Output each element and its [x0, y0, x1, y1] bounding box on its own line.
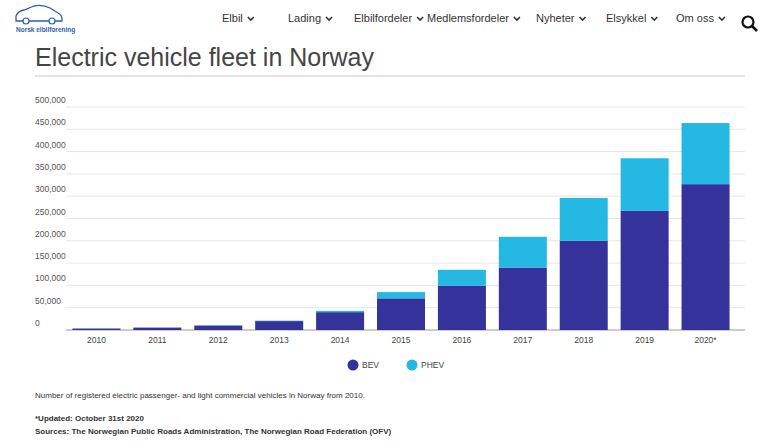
nav-item[interactable]: Medlemsfordeler	[427, 12, 509, 24]
y-axis-line	[66, 107, 67, 330]
bar-segment	[133, 328, 181, 330]
logo-icon	[16, 5, 62, 21]
bar-segment	[316, 312, 364, 330]
note: Number of registered electric passenger-…	[35, 391, 365, 400]
chart-title: Electric vehicle fleet in Norway	[35, 43, 375, 71]
x-tick-label: 2014	[331, 335, 350, 345]
bar-segment	[377, 298, 425, 330]
bar-segment	[560, 198, 608, 241]
nav-chevron	[326, 17, 332, 20]
notes: Number of registered electric passenger-…	[35, 391, 392, 436]
nav-chevron	[651, 17, 657, 20]
search-icon-handle	[752, 26, 757, 31]
nav-item[interactable]: Elsykkel	[606, 12, 646, 24]
bar-segment	[560, 241, 608, 330]
bar-segment	[682, 184, 730, 330]
bar-segment	[438, 270, 486, 286]
note: Sources: The Norwegian Public Roads Admi…	[35, 427, 392, 436]
legend-swatch	[348, 360, 359, 371]
logo-text: Norsk elbilforening	[16, 26, 75, 34]
logo-wheel	[49, 18, 55, 24]
bar-segment	[682, 123, 730, 184]
bar-segment	[621, 158, 669, 211]
bar-segment	[194, 326, 242, 330]
y-tick-label: 0	[35, 318, 40, 328]
x-tick-label: 2010	[87, 335, 106, 345]
nav-chevron	[580, 17, 586, 20]
x-tick-label: 2013	[270, 335, 289, 345]
header: Norsk elbilforening Elbil Lading Elbilforde…	[16, 5, 757, 34]
y-tick-label: 50,000	[35, 296, 61, 306]
nav-item[interactable]: Om oss	[676, 12, 714, 24]
y-tick-label: 450,000	[35, 117, 66, 127]
logo-wheel	[23, 18, 29, 24]
x-tick-label: 2018	[574, 335, 593, 345]
bar-segment	[316, 311, 364, 312]
legend: BEV PHEV	[348, 360, 445, 371]
bar-segment	[72, 328, 120, 329]
bars	[72, 123, 729, 330]
x-axis: 2010 2011 2012 2013 2014 2015 2016 2017 2018 2019…	[87, 335, 717, 345]
y-tick-label: 400,000	[35, 140, 66, 150]
legend-label: BEV	[362, 360, 379, 370]
x-tick-label: 2017	[513, 335, 532, 345]
bar-segment	[255, 321, 303, 330]
bar-segment	[499, 268, 547, 330]
y-tick-label: 350,000	[35, 162, 66, 172]
nav-item[interactable]: Lading	[288, 12, 321, 24]
nav-chevron	[248, 17, 254, 20]
bar-segment	[438, 286, 486, 330]
x-tick-label: 2011	[148, 335, 167, 345]
bar-segment	[133, 327, 181, 328]
grid-line	[66, 107, 745, 108]
x-tick-label: 2019	[635, 335, 654, 345]
nav-chevron	[719, 17, 725, 20]
title-rule	[35, 75, 745, 77]
y-tick-label: 200,000	[35, 229, 66, 239]
bar-segment	[72, 329, 120, 330]
y-tick-label: 100,000	[35, 273, 66, 283]
x-tick-label: 2012	[209, 335, 228, 345]
y-axis: 0 50,000 100,000 150,000 200,000 250,000 300,0…	[35, 95, 745, 330]
y-tick-label: 150,000	[35, 251, 66, 261]
y-tick-label: 500,000	[35, 95, 66, 105]
note: *Updated: October 31st 2020	[35, 414, 144, 423]
bar-segment	[621, 211, 669, 330]
nav-item[interactable]: Nyheter	[536, 12, 575, 24]
x-tick-label: 2016	[452, 335, 471, 345]
x-tick-label: 2020*	[694, 335, 717, 345]
y-tick-label: 300,000	[35, 184, 66, 194]
nav-item[interactable]: Elbil	[222, 12, 243, 24]
nav-item[interactable]: Elbilfordeler	[354, 12, 412, 24]
grid-line	[66, 129, 745, 130]
nav-chevron	[417, 17, 423, 20]
page: Norsk elbilforening Elbil Lading Elbilforde…	[0, 0, 768, 448]
legend-label: PHEV	[421, 360, 444, 370]
search-icon[interactable]	[743, 17, 754, 28]
bar-segment	[499, 237, 547, 268]
bar-segment	[377, 292, 425, 298]
bar-segment	[255, 320, 303, 321]
grid-line	[66, 151, 745, 152]
x-tick-label: 2015	[392, 335, 411, 345]
nav-chevron	[514, 17, 520, 20]
y-tick-label: 250,000	[35, 207, 66, 217]
legend-swatch	[407, 360, 418, 371]
bar-segment	[194, 325, 242, 326]
